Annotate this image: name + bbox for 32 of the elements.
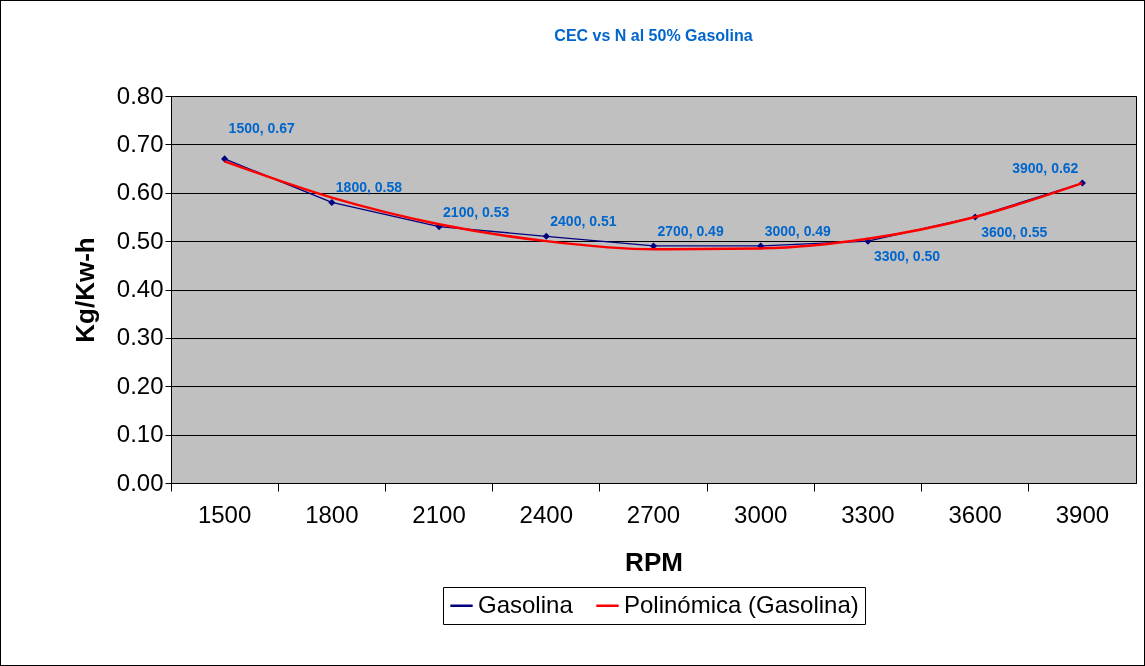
- x-tick-label: 2100: [412, 500, 466, 528]
- y-tick-label: 0.40: [116, 275, 164, 302]
- y-tick-label: 0.00: [116, 468, 164, 496]
- data-label: 2400, 0.51: [550, 213, 617, 230]
- legend-label: Polinómica (Gasolina): [624, 590, 859, 618]
- y-tick-label: 0.30: [116, 323, 164, 351]
- x-tick-label: 3000: [734, 500, 788, 528]
- data-label: 2100, 0.53: [443, 203, 510, 220]
- y-tick-label: 0.60: [116, 178, 164, 206]
- y-tick-label: 0.80: [116, 81, 164, 109]
- x-tick-label: 1500: [197, 500, 252, 528]
- x-tick-label: 1800: [305, 500, 359, 528]
- x-tick-label: 3900: [1055, 500, 1110, 528]
- legend-label: Gasolina: [478, 590, 574, 618]
- data-label: 2700, 0.49: [657, 222, 724, 239]
- data-label: 1500, 0.67: [228, 119, 295, 136]
- y-axis-title: Kg/Kw-h: [69, 237, 100, 343]
- y-tick-label: 0.20: [116, 371, 164, 399]
- y-tick-label: 0.10: [116, 420, 164, 448]
- x-tick-label: 2400: [519, 500, 573, 528]
- data-label: 3000, 0.49: [764, 222, 832, 239]
- data-label: 3300, 0.50: [873, 248, 941, 265]
- chart-title: CEC vs N al 50% Gasolina: [554, 27, 753, 44]
- y-tick-label: 0.50: [116, 226, 164, 254]
- x-tick-label: 3300: [841, 500, 895, 528]
- x-axis-title: RPM: [625, 546, 683, 577]
- data-label: 3900, 0.62: [1012, 160, 1079, 177]
- x-tick-label: 2700: [626, 500, 681, 528]
- data-label: 3600, 0.55: [981, 223, 1048, 240]
- x-tick-label: 3600: [948, 500, 1002, 528]
- y-tick-label: 0.70: [116, 129, 164, 157]
- data-label: 1800, 0.58: [335, 179, 403, 196]
